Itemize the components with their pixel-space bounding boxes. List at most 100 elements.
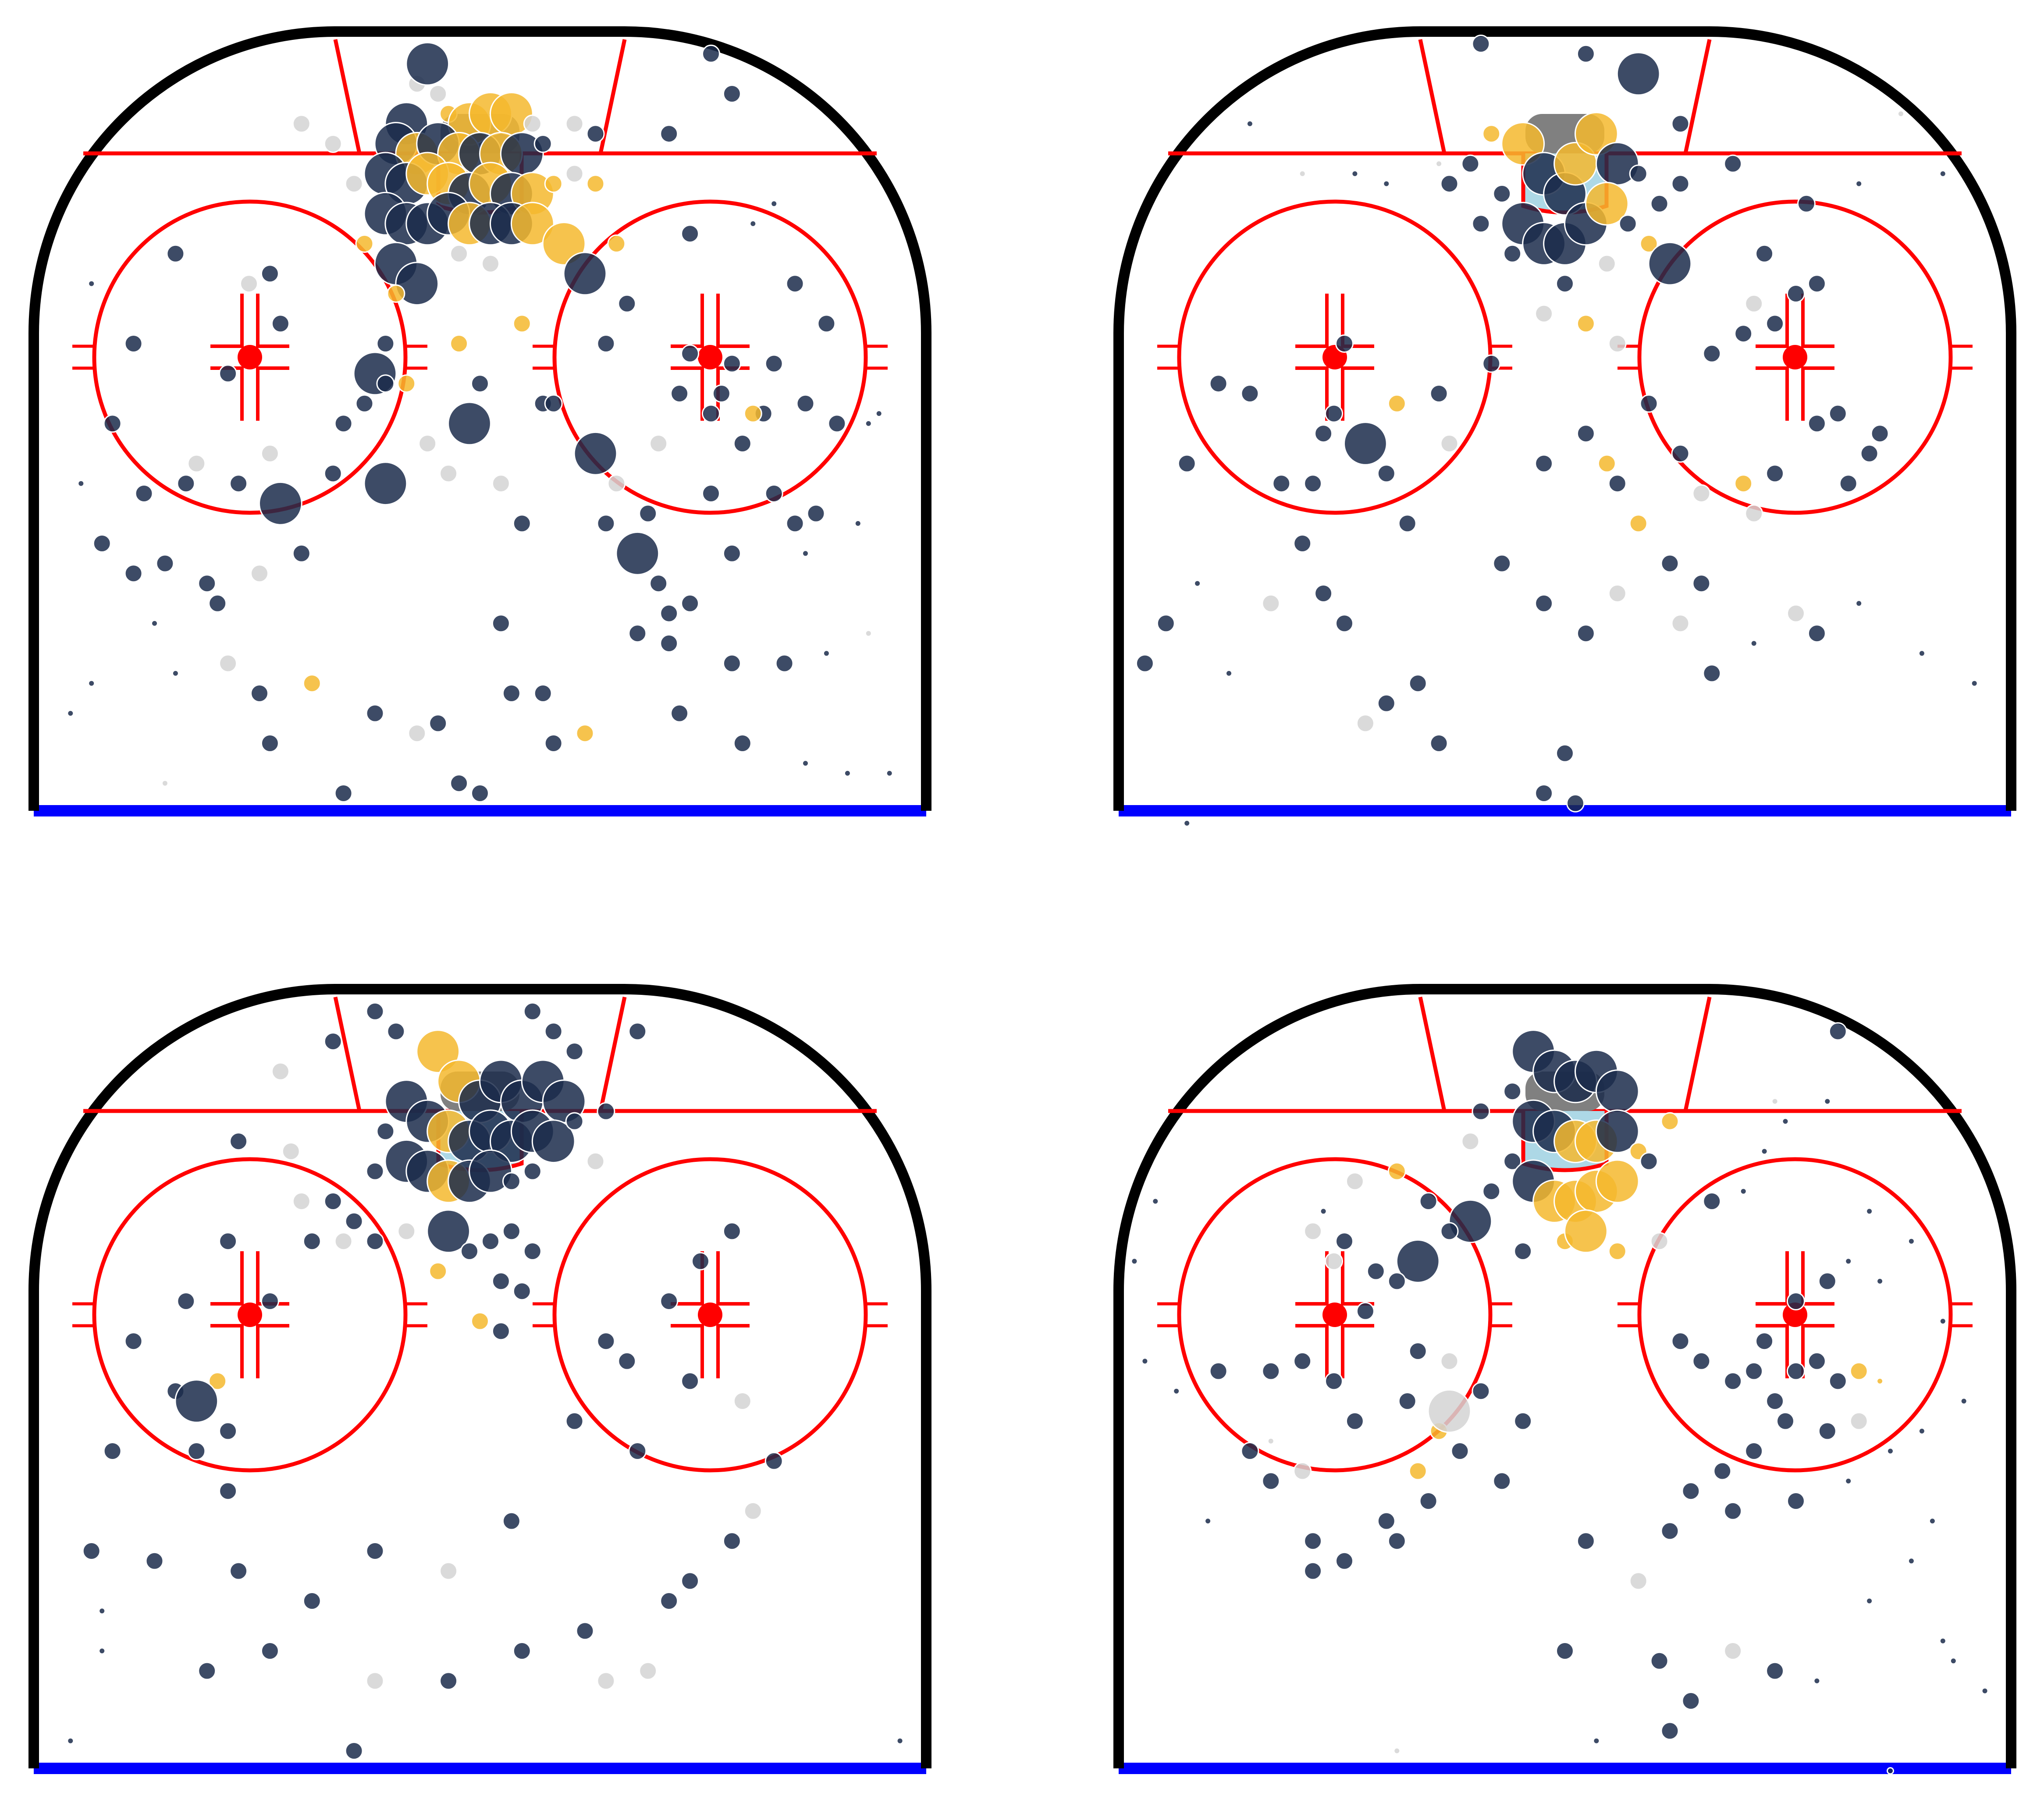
- shot-marker: [1556, 274, 1574, 293]
- goal-marker: [1597, 454, 1616, 473]
- shot-marker: [807, 504, 825, 523]
- blocked-marker: [366, 1672, 384, 1690]
- shot-marker: [1377, 464, 1396, 483]
- shot-marker: [1824, 1097, 1831, 1105]
- blocked-marker: [1356, 714, 1375, 733]
- shot-marker: [1482, 1182, 1501, 1201]
- faceoff-marker: [210, 1251, 244, 1306]
- goal-marker: [1629, 514, 1648, 533]
- shot-marker: [1807, 414, 1826, 433]
- shot-marker: [124, 1332, 143, 1351]
- blocked-marker: [1535, 304, 1553, 323]
- faceoff-marker: [256, 366, 289, 421]
- blocked-marker: [1440, 434, 1459, 453]
- goal-marker: [1387, 1162, 1406, 1181]
- shot-marker: [1177, 454, 1196, 473]
- shot-marker: [512, 514, 531, 533]
- shot-marker: [1807, 1352, 1826, 1370]
- shot-marker: [670, 384, 689, 403]
- shot-marker: [1671, 174, 1690, 193]
- trapezoid-line-right: [1683, 997, 1712, 1111]
- shot-marker: [1304, 1562, 1322, 1580]
- shot-marker: [1241, 1442, 1259, 1460]
- goal-marker: [743, 404, 762, 423]
- shot-marker: [1928, 1517, 1936, 1525]
- shot-marker: [628, 1442, 647, 1460]
- shot-marker: [1152, 1197, 1159, 1205]
- shot-marker: [145, 1551, 164, 1570]
- goal-marker: [1408, 1462, 1427, 1480]
- blocked-marker: [281, 1142, 300, 1161]
- shot-marker: [533, 135, 552, 153]
- blocked-marker: [1298, 170, 1306, 177]
- shot-marker: [1787, 1292, 1805, 1310]
- blocked-marker: [586, 1152, 605, 1171]
- shot-marker: [1713, 1462, 1732, 1480]
- shot-marker: [1660, 1721, 1679, 1740]
- blocked-marker: [1427, 1389, 1472, 1433]
- shot-marker: [722, 1532, 741, 1551]
- shot-marker: [1503, 244, 1522, 263]
- shot-marker: [764, 1452, 783, 1470]
- faceoff-marker: [1295, 294, 1329, 348]
- shot-marker: [1608, 474, 1627, 493]
- shot-marker: [1650, 194, 1669, 213]
- shot-marker: [1576, 44, 1595, 63]
- shot-marker: [260, 1642, 279, 1660]
- faceoff-marker: [1341, 1324, 1374, 1378]
- shot-marker: [1650, 1651, 1669, 1670]
- shot-marker: [82, 1542, 101, 1560]
- shot-marker: [702, 44, 720, 63]
- shot-marker: [681, 1572, 700, 1590]
- shot-marker: [1807, 624, 1826, 643]
- shot-marker: [1335, 1551, 1354, 1570]
- shot-marker: [1681, 1482, 1700, 1501]
- shot-marker: [502, 1172, 521, 1191]
- blocked-marker: [408, 724, 427, 743]
- shot-marker: [355, 394, 374, 413]
- shot-marker: [1734, 324, 1753, 343]
- faceoff-marker: [1295, 366, 1329, 421]
- shot-marker: [1304, 1532, 1322, 1551]
- shot-marker: [1566, 794, 1585, 813]
- shot-marker: [1262, 1362, 1280, 1381]
- blocked-marker: [1440, 1352, 1459, 1370]
- shot-marker: [764, 354, 783, 373]
- shot-marker: [770, 200, 778, 208]
- blocked-marker: [219, 654, 238, 673]
- shot-marker: [1660, 1522, 1679, 1540]
- shot-marker: [323, 464, 342, 483]
- blocked-marker: [1267, 1437, 1275, 1445]
- faceoff-circle-right: [552, 1157, 868, 1473]
- shot-marker: [151, 619, 158, 627]
- goal-marker: [1734, 474, 1753, 493]
- shot-marker: [1366, 1262, 1385, 1281]
- shot-marker: [523, 1162, 542, 1181]
- shot-marker: [1818, 1422, 1837, 1441]
- blocked-marker: [260, 444, 279, 463]
- blocked-marker: [1650, 1232, 1669, 1251]
- shot-marker: [1377, 1512, 1396, 1530]
- shot-marker: [1472, 1102, 1490, 1121]
- shot-marker: [544, 734, 563, 752]
- shot-marker: [491, 614, 510, 633]
- shot-marker: [156, 554, 174, 573]
- shot-marker: [1293, 534, 1312, 553]
- boards: [28, 26, 931, 811]
- shot-marker: [1576, 424, 1595, 443]
- shot-marker: [174, 1379, 219, 1423]
- shot-marker: [1335, 614, 1354, 633]
- shot-marker: [1493, 185, 1511, 203]
- faceoff-marker: [716, 294, 750, 348]
- shot-marker: [491, 1272, 510, 1291]
- goal-marker: [450, 334, 469, 353]
- blocked-marker: [429, 85, 448, 103]
- blocked-marker: [864, 629, 872, 637]
- shot-marker: [712, 384, 731, 403]
- shot-marker: [1450, 1442, 1469, 1460]
- shot-marker: [586, 124, 605, 143]
- shot-marker: [660, 124, 679, 143]
- shot-marker: [722, 654, 741, 673]
- shot-marker: [1787, 1362, 1805, 1381]
